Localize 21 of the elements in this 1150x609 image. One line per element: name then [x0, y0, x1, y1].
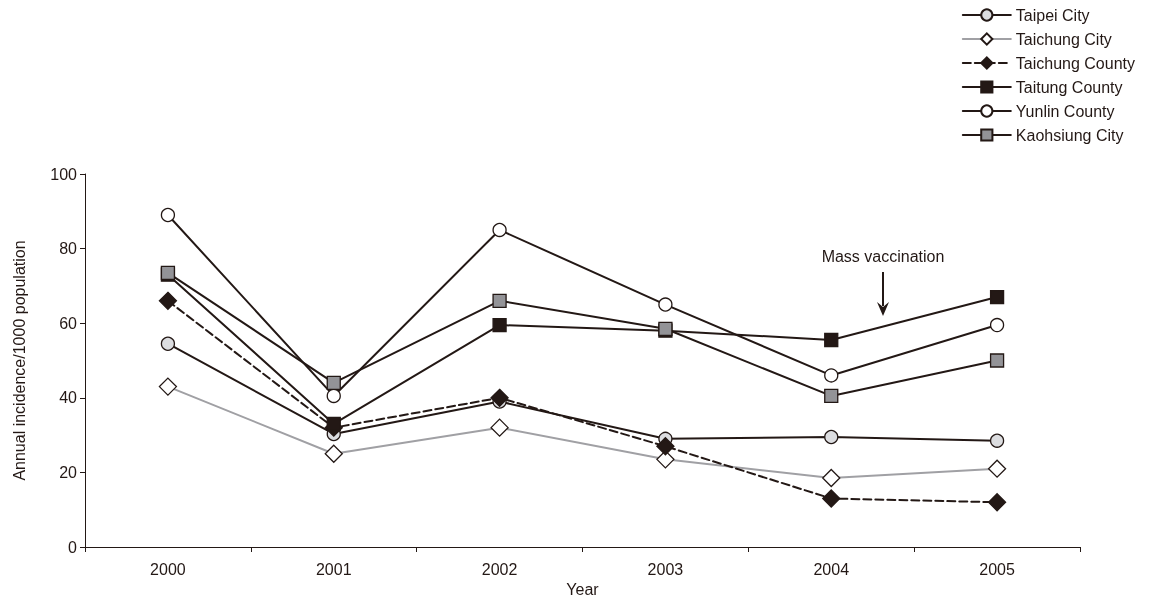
- legend-label: Yunlin County: [1015, 102, 1115, 120]
- x-tick-label: 2002: [481, 560, 518, 578]
- legend-label: Taipei City: [1015, 6, 1090, 24]
- x-tick-label: 2000: [150, 560, 186, 578]
- x-tick-label: 2004: [813, 560, 850, 578]
- y-tick-label: 0: [68, 538, 78, 556]
- x-axis-title: Year: [566, 581, 600, 599]
- y-tick-label: 40: [59, 389, 78, 407]
- x-tick-label: 2001: [315, 560, 352, 578]
- y-axis-title: Annual incidence/1000 population: [10, 240, 28, 481]
- x-tick-label: 2003: [647, 560, 684, 578]
- legend-label: Taichung County: [1015, 54, 1135, 72]
- legend-label: Taitung County: [1015, 78, 1123, 96]
- legend-label: Taichung City: [1015, 30, 1112, 48]
- x-tick-label: 2005: [979, 560, 1015, 578]
- legend-label: Kaohsiung City: [1015, 126, 1124, 144]
- y-tick-label: 80: [59, 240, 78, 258]
- annotation: Mass vaccination: [821, 247, 945, 265]
- y-tick-label: 20: [59, 463, 78, 481]
- y-tick-label: 100: [50, 165, 78, 183]
- y-tick-label: 60: [59, 314, 78, 332]
